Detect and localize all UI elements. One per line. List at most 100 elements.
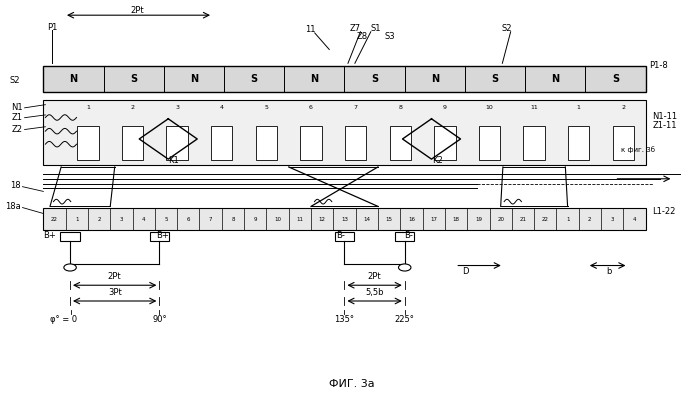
Text: 22: 22 — [51, 217, 58, 222]
Text: 135°: 135° — [335, 316, 354, 324]
Bar — [77, 126, 99, 160]
Text: 2Pt: 2Pt — [130, 6, 143, 15]
Text: 4: 4 — [633, 217, 636, 222]
Text: 2: 2 — [131, 105, 134, 110]
Bar — [479, 126, 500, 160]
Text: 1: 1 — [75, 217, 78, 222]
Text: 2: 2 — [621, 105, 626, 110]
Text: 2Pt: 2Pt — [108, 272, 122, 281]
Text: 12: 12 — [319, 217, 326, 222]
Text: B+: B+ — [157, 231, 169, 241]
Text: S2: S2 — [10, 76, 20, 85]
Text: S: S — [371, 74, 378, 84]
Text: S: S — [491, 74, 498, 84]
Text: 4: 4 — [219, 105, 224, 110]
Bar — [211, 126, 233, 160]
Text: S2: S2 — [502, 25, 512, 33]
Bar — [150, 232, 169, 241]
Text: S: S — [250, 74, 258, 84]
Text: 2: 2 — [588, 217, 591, 222]
Text: D: D — [463, 267, 469, 276]
Bar — [43, 208, 646, 230]
Text: 9: 9 — [254, 217, 257, 222]
Text: S: S — [130, 74, 137, 84]
Text: 18: 18 — [10, 181, 20, 190]
Text: 6: 6 — [309, 105, 313, 110]
Bar — [301, 126, 322, 160]
Text: P1: P1 — [47, 23, 57, 31]
Text: 14: 14 — [363, 217, 370, 222]
Text: 5,5b: 5,5b — [366, 288, 384, 297]
Text: ФИГ. 3а: ФИГ. 3а — [329, 379, 374, 389]
Bar — [43, 66, 646, 92]
Text: 3Pt: 3Pt — [108, 288, 122, 297]
Text: P1-8: P1-8 — [649, 61, 668, 70]
Text: к фиг. 3б: к фиг. 3б — [621, 146, 656, 152]
Text: 3: 3 — [175, 105, 179, 110]
Text: b: b — [606, 267, 612, 276]
Text: N: N — [310, 74, 319, 84]
Text: 225°: 225° — [395, 316, 415, 324]
Text: B+: B+ — [43, 231, 56, 241]
Text: 16: 16 — [408, 217, 415, 222]
Text: 2: 2 — [97, 217, 101, 222]
Bar — [60, 232, 80, 241]
Text: B-: B- — [404, 231, 412, 241]
Text: Z7: Z7 — [350, 25, 361, 33]
Text: N: N — [552, 74, 559, 84]
Text: 20: 20 — [497, 217, 504, 222]
Text: 1: 1 — [566, 217, 570, 222]
Text: K2: K2 — [432, 156, 442, 165]
Circle shape — [398, 264, 411, 271]
Text: 5: 5 — [164, 217, 168, 222]
Text: N: N — [69, 74, 78, 84]
Text: 21: 21 — [519, 217, 526, 222]
Bar — [166, 126, 188, 160]
Bar — [612, 126, 634, 160]
Bar — [434, 126, 456, 160]
Text: 17: 17 — [430, 217, 438, 222]
Text: 8: 8 — [398, 105, 402, 110]
Text: Z1-11: Z1-11 — [653, 121, 677, 130]
Text: 4: 4 — [142, 217, 145, 222]
Text: N: N — [190, 74, 198, 84]
Bar — [568, 126, 589, 160]
Text: 5: 5 — [264, 105, 268, 110]
Text: 7: 7 — [209, 217, 212, 222]
Text: 9: 9 — [443, 105, 447, 110]
Text: S3: S3 — [384, 33, 395, 41]
Text: 2Pt: 2Pt — [368, 272, 382, 281]
Text: 6: 6 — [187, 217, 190, 222]
Text: Z2: Z2 — [11, 125, 22, 134]
Text: Z1: Z1 — [11, 113, 22, 122]
Text: 3: 3 — [610, 217, 614, 222]
Bar — [256, 126, 277, 160]
Text: 90°: 90° — [152, 316, 166, 324]
Bar — [122, 126, 143, 160]
Bar — [395, 232, 415, 241]
Text: 1: 1 — [577, 105, 581, 110]
Text: K1: K1 — [168, 156, 179, 165]
Text: 10: 10 — [274, 217, 281, 222]
Text: N: N — [431, 74, 439, 84]
Text: 19: 19 — [475, 217, 482, 222]
Circle shape — [64, 264, 76, 271]
Text: 18a: 18a — [5, 202, 20, 211]
Bar — [524, 126, 545, 160]
Text: 1: 1 — [86, 105, 90, 110]
Text: φ° = 0: φ° = 0 — [50, 316, 77, 324]
Bar — [345, 126, 366, 160]
Text: 18: 18 — [452, 217, 459, 222]
Text: 11: 11 — [296, 217, 303, 222]
Text: L1-22: L1-22 — [653, 206, 676, 216]
Text: 3: 3 — [120, 217, 123, 222]
Text: S1: S1 — [370, 25, 381, 33]
Text: 15: 15 — [386, 217, 393, 222]
Text: Z8: Z8 — [356, 33, 368, 41]
Text: 13: 13 — [341, 217, 348, 222]
Text: N1: N1 — [11, 103, 22, 112]
Text: N1-11: N1-11 — [653, 112, 678, 121]
Text: 11: 11 — [531, 105, 538, 110]
Text: B-: B- — [337, 231, 345, 241]
Text: 7: 7 — [354, 105, 358, 110]
